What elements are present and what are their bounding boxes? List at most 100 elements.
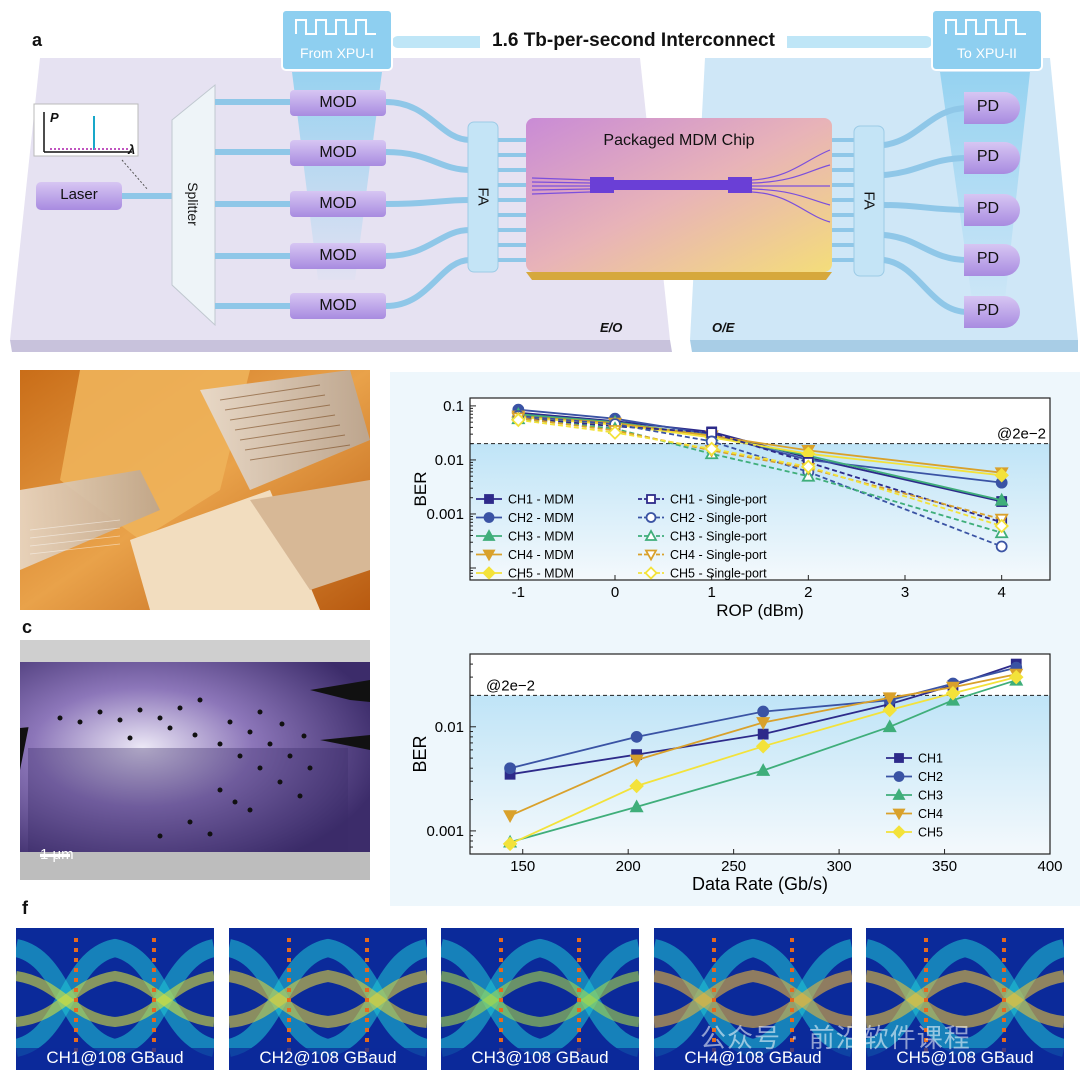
pd-blocks [964,92,1020,328]
spectrum-inset [33,103,149,191]
y-axis-label: BER [411,472,430,507]
x-tick-label: 2 [804,584,812,601]
mod-label: MOD [319,297,357,314]
eye-diagram: CH1@108 GBaud [16,928,214,1070]
pd-label: PD [976,250,1000,267]
x-tick-label: 3 [901,584,909,601]
y-axis-label: BER [410,735,430,772]
eye-diagram: CH2@108 GBaud [229,928,427,1070]
x-tick-label: 400 [1037,858,1062,875]
data-point [882,702,897,718]
y-tick-label: 0.1 [443,398,464,415]
legend: CH1 CH2 CH3 CH4 CH5 [886,752,943,840]
data-point [502,836,518,852]
eye-diagram-label: CH5@108 GBaud [896,1048,1034,1067]
threshold-label: @2e−2 [997,426,1046,443]
splitter-label: Splitter [185,182,201,226]
legend-marker [645,512,657,523]
legend-marker [483,512,495,523]
legend-marker [644,529,658,541]
eye-diagram-image [229,928,427,1070]
legend-label: CH4 [918,807,943,821]
legend-label: CH2 [918,770,943,784]
eye-diagram: CH4@108 GBaud [654,928,852,1070]
eye-diagram-label: CH3@108 GBaud [471,1048,609,1067]
mod-blocks [290,90,386,319]
legend-label: CH2 - MDM [508,511,574,525]
legend-marker [484,494,494,504]
data-point [755,738,771,754]
data-point [882,719,897,733]
digital-signal-icon [945,19,1026,35]
data-point [757,705,770,718]
ber-vs-data-rate-chart: @2e−2 150 200 250 300 350 400 0.01 0.001 Data Rat… [390,648,1080,906]
plot-frame [469,653,1051,855]
eye-diagram: CH5@108 GBaud [866,928,1064,1070]
to-xpu-label: To XPU-II [957,45,1017,61]
spectrum-p-label: P [50,110,59,125]
legend-marker [482,529,496,541]
eye-diagram-image [441,928,639,1070]
data-point [757,728,769,740]
fa-pd-waveguides [883,105,969,315]
x-tick-label: 1 [707,584,715,601]
mod-fa-waveguides [385,99,471,309]
data-point [511,412,526,428]
legend-label: CH3 - Single-port [670,530,767,544]
x-axis-label: Data Rate (Gb/s) [692,874,828,894]
mod-label: MOD [319,195,357,212]
legend-marker [892,808,906,821]
legend-label: CH2 - Single-port [670,511,767,525]
to-xpu-box [931,9,1043,71]
y-tick-label: 0.01 [435,719,464,736]
scale-bar-label: 1 μm [40,846,74,863]
legend-label: CH3 [918,789,943,803]
from-xpu-box [281,9,393,71]
data-point [882,692,897,706]
legend-label: CH1 - Single-port [670,493,767,507]
data-point [756,763,771,776]
fa-left-block [467,121,499,273]
x-tick-label: 250 [721,858,746,875]
legend-label: CH4 - MDM [508,548,574,562]
data-point [801,459,816,474]
eo-label: E/O [600,320,623,335]
legend-marker [892,825,906,839]
chip-fa-waveguides [832,138,856,262]
mod-label: MOD [319,144,357,161]
legend-label: CH5 - MDM [508,567,574,581]
x-tick-label: 200 [616,858,641,875]
legend-marker [482,566,496,580]
x-tick-label: 0 [611,584,619,601]
data-point [504,762,516,775]
x-tick-label: 300 [827,858,852,875]
x-tick-label: 4 [997,584,1005,601]
data-point [994,518,1009,534]
mdm-chip [526,118,832,280]
pd-label: PD [976,302,1000,319]
legend-label: CH4 - Single-port [670,548,767,562]
x-tick-label: -1 [512,584,525,601]
xpu-ii-beam [940,72,1030,300]
chip-photo [20,370,370,610]
eye-diagram-image [654,928,852,1070]
from-xpu-label: From XPU-I [300,45,374,61]
eye-diagram-label: CH1@108 GBaud [46,1048,184,1067]
legend: CH1 - MDM CH2 - MDM CH3 - MDM CH4 - MDM CH5 … [476,493,767,581]
series-line [518,417,1002,534]
laser-block [36,182,122,210]
legend-label: CH3 - MDM [508,530,574,544]
data-point [756,717,771,730]
fa-right-block [853,125,885,277]
eye-diagram-image [866,928,1064,1070]
data-point [704,441,719,457]
data-point [630,730,643,743]
legend-marker [646,494,656,504]
series-line [509,676,1017,845]
panel-label-c: c [22,617,33,637]
ber-vs-rop-chart: @2e−2 -1 0 1 2 3 4 0.1 0.01 0.001 ROP (dBm) BER CH1 … [390,372,1080,654]
data-point [629,754,644,768]
mod-label: MOD [319,247,357,264]
legend-marker [894,753,904,763]
system-schematic [10,9,1078,352]
